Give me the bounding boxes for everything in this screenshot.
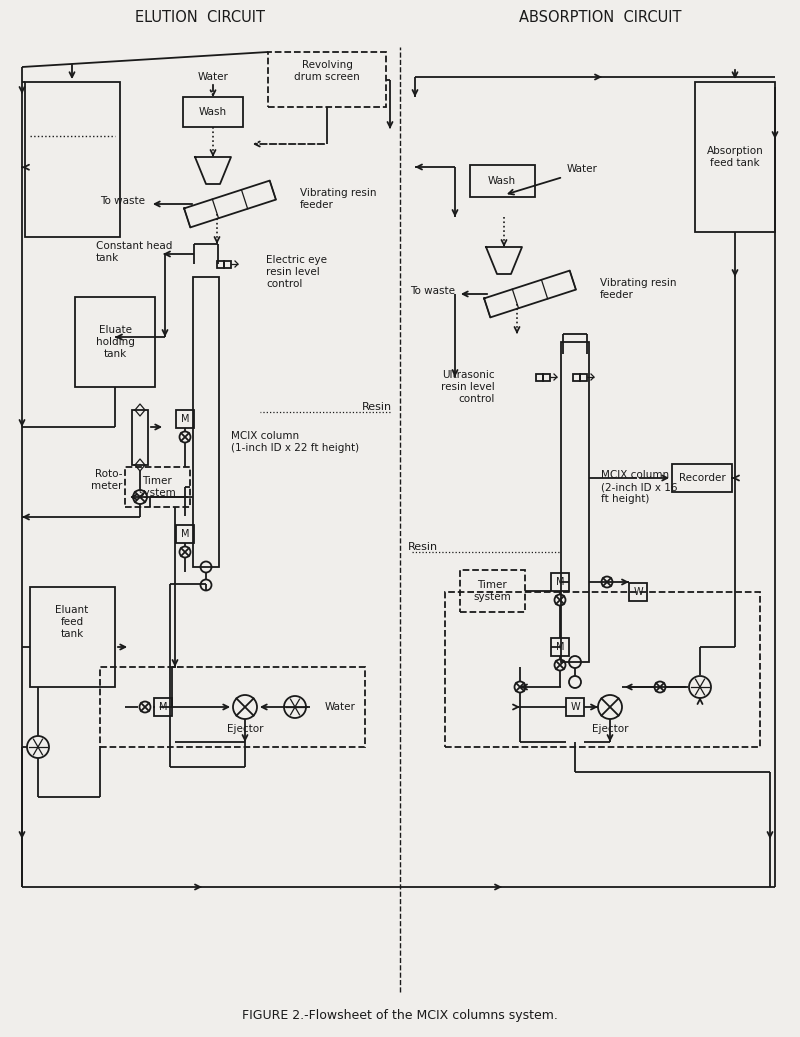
Text: W: W bbox=[633, 587, 643, 597]
Bar bbox=[268, 52, 386, 107]
Text: M: M bbox=[556, 577, 564, 587]
Text: Water: Water bbox=[198, 72, 229, 82]
Bar bbox=[672, 464, 732, 492]
Text: To waste: To waste bbox=[410, 286, 455, 296]
Bar bbox=[75, 297, 155, 387]
Text: W: W bbox=[570, 702, 580, 712]
Text: Water: Water bbox=[567, 164, 598, 174]
Bar bbox=[154, 698, 172, 716]
Bar bbox=[543, 373, 550, 381]
Text: Eluate
holding
tank: Eluate holding tank bbox=[95, 326, 134, 359]
Text: Eluant
feed
tank: Eluant feed tank bbox=[55, 606, 89, 639]
Bar bbox=[561, 342, 589, 662]
Bar bbox=[125, 467, 190, 507]
Bar bbox=[217, 260, 224, 268]
Text: Ejector: Ejector bbox=[592, 724, 628, 734]
Bar bbox=[580, 373, 587, 381]
Bar bbox=[193, 277, 219, 567]
Text: Resin: Resin bbox=[362, 402, 392, 412]
Text: MCIX column
(2-inch ID x 16
ft height): MCIX column (2-inch ID x 16 ft height) bbox=[601, 471, 678, 504]
Text: Timer
system: Timer system bbox=[473, 580, 511, 601]
Bar bbox=[695, 82, 775, 232]
Text: Constant head
tank: Constant head tank bbox=[96, 242, 172, 262]
Bar bbox=[551, 638, 569, 656]
Bar bbox=[573, 373, 580, 381]
Text: Water: Water bbox=[325, 702, 356, 712]
Text: Recorder: Recorder bbox=[678, 473, 726, 483]
Text: Roto-
meter: Roto- meter bbox=[90, 469, 122, 491]
Bar bbox=[100, 667, 365, 747]
Bar bbox=[470, 165, 535, 197]
Text: FIGURE 2.-Flowsheet of the MCIX columns system.: FIGURE 2.-Flowsheet of the MCIX columns … bbox=[242, 1009, 558, 1021]
Bar bbox=[629, 583, 647, 601]
Text: To waste: To waste bbox=[100, 196, 145, 206]
Text: Revolving
drum screen: Revolving drum screen bbox=[294, 60, 360, 82]
Text: Resin: Resin bbox=[408, 542, 438, 552]
Text: Vibrating resin
feeder: Vibrating resin feeder bbox=[600, 278, 677, 300]
Text: Ultrasonic
resin level
control: Ultrasonic resin level control bbox=[442, 370, 495, 403]
Bar bbox=[551, 573, 569, 591]
Bar bbox=[176, 410, 194, 428]
Text: Vibrating resin
feeder: Vibrating resin feeder bbox=[300, 188, 377, 209]
Text: MCIX column
(1-inch ID x 22 ft height): MCIX column (1-inch ID x 22 ft height) bbox=[231, 431, 359, 453]
Text: M: M bbox=[556, 642, 564, 652]
Bar bbox=[183, 97, 243, 127]
Bar bbox=[30, 587, 115, 686]
Text: ELUTION  CIRCUIT: ELUTION CIRCUIT bbox=[135, 9, 265, 25]
Text: Absorption
feed tank: Absorption feed tank bbox=[706, 146, 763, 168]
Text: M: M bbox=[181, 529, 190, 539]
Text: M: M bbox=[181, 414, 190, 424]
Text: Timer
system: Timer system bbox=[138, 476, 176, 498]
Text: ABSORPTION  CIRCUIT: ABSORPTION CIRCUIT bbox=[518, 9, 682, 25]
Text: M: M bbox=[158, 702, 167, 712]
Bar bbox=[132, 410, 148, 465]
Bar bbox=[176, 525, 194, 543]
Bar bbox=[445, 592, 760, 747]
Bar bbox=[25, 82, 120, 237]
Bar bbox=[536, 373, 543, 381]
Bar bbox=[224, 260, 231, 268]
Text: Wash: Wash bbox=[488, 176, 516, 186]
Text: Electric eye
resin level
control: Electric eye resin level control bbox=[266, 255, 327, 288]
Bar bbox=[460, 570, 525, 612]
Text: Ejector: Ejector bbox=[226, 724, 263, 734]
Bar bbox=[566, 698, 584, 716]
Text: Wash: Wash bbox=[199, 107, 227, 117]
